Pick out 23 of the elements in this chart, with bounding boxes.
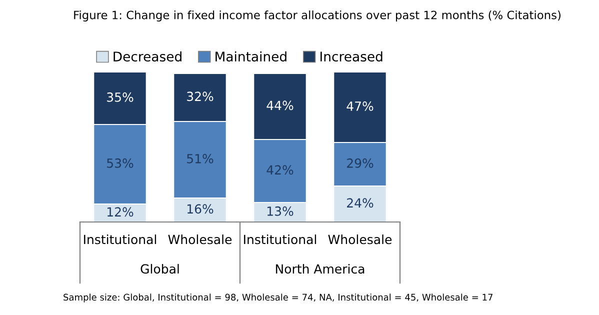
data-label: 42%	[266, 165, 294, 175]
legend-label: Maintained	[216, 51, 286, 62]
text: Global	[140, 264, 179, 274]
data-label: 12%	[107, 207, 134, 217]
x-tick-label: Institutional	[84, 234, 156, 244]
data-label: 35%	[107, 92, 134, 102]
legend-label: Increased	[320, 51, 382, 62]
legend-label: Decreased	[114, 51, 182, 62]
x-tick-label: Institutional	[244, 234, 316, 244]
text: Sample size: Global, Institutional = 98, Wholesale = 74, NA, Institutional = 45, Wholesale = 17	[64, 294, 492, 302]
data-label: 16%	[187, 204, 214, 214]
data-label: 13%	[267, 206, 294, 216]
data-label: 44%	[266, 100, 294, 110]
data-label: 29%	[347, 158, 374, 168]
x-tick-label: Wholesale	[328, 234, 392, 244]
data-label: 53%	[107, 158, 134, 168]
data-label: 47%	[346, 101, 374, 111]
data-label: 51%	[187, 154, 214, 164]
data-label: 32%	[187, 92, 214, 102]
text: North America	[276, 264, 364, 274]
chart-title: Figure 1: Change in fixed income factor allocations over past 12 months (% Citations)	[74, 10, 560, 22]
data-label: 24%	[347, 198, 374, 208]
x-tick-label: Wholesale	[168, 234, 232, 244]
